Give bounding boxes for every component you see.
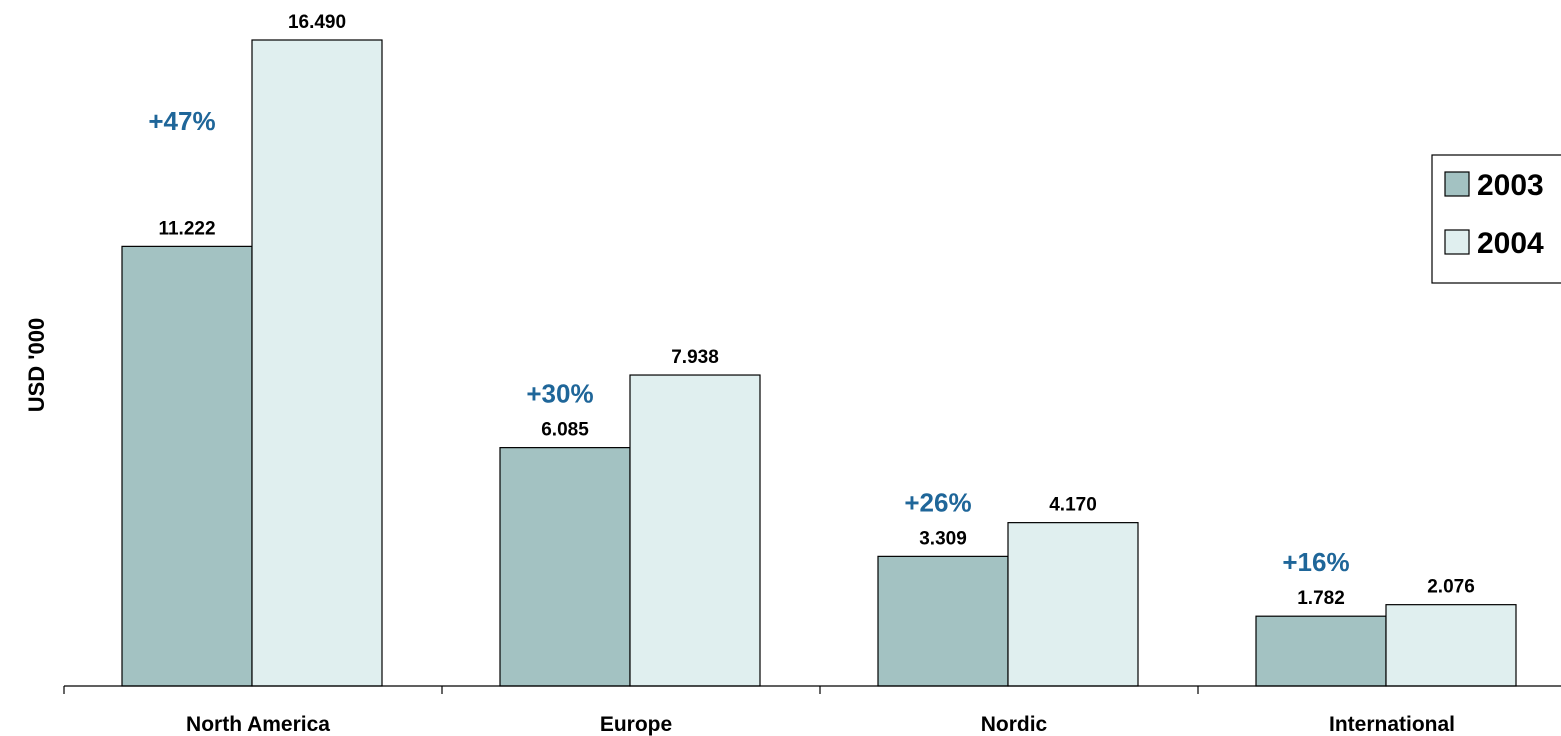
data-label-europe-2004: 7.938 [671,347,719,368]
bar-north-america-2004 [251,39,383,687]
data-label-north-america-2003: 11.222 [158,218,215,239]
legend-label-2003: 2003 [1477,169,1544,202]
growth-label-international: +16% [1282,547,1349,577]
x-tick-label-nordic: Nordic [981,713,1048,736]
legend-swatch-2003 [1444,171,1470,197]
legend-label-2004: 2004 [1477,227,1544,260]
y-axis-title: USD '000 [24,318,49,413]
bar-international-2003 [1255,615,1387,687]
growth-label-north-america: +47% [148,106,215,136]
bar-europe-2003 [499,447,631,687]
x-axis [63,685,1561,694]
x-tick-label-international: International [1329,713,1455,736]
bar-europe-2004 [629,374,761,687]
data-label-international-2003: 1.782 [1297,588,1345,609]
bars-layer [121,39,1517,687]
data-label-nordic-2003: 3.309 [919,528,967,549]
legend-swatch-2004 [1444,229,1470,255]
x-tick-label-north-america: North America [186,713,330,736]
growth-label-nordic: +26% [904,487,971,517]
legend: 2003 2004 [1431,154,1561,284]
data-label-europe-2003: 6.085 [541,420,589,441]
bar-nordic-2004 [1007,522,1139,687]
bar-north-america-2003 [121,245,253,687]
bar-nordic-2003 [877,555,1009,687]
growth-label-europe: +30% [526,379,593,409]
bar-international-2004 [1385,604,1517,687]
x-tick-label-europe: Europe [600,713,672,736]
data-label-international-2004: 2.076 [1427,577,1475,598]
data-label-north-america-2004: 16.490 [288,12,346,33]
labels-layer: 11.222 16.490 +47% North America 6.085 7.938 +… [148,12,1474,736]
data-label-nordic-2004: 4.170 [1049,495,1097,516]
